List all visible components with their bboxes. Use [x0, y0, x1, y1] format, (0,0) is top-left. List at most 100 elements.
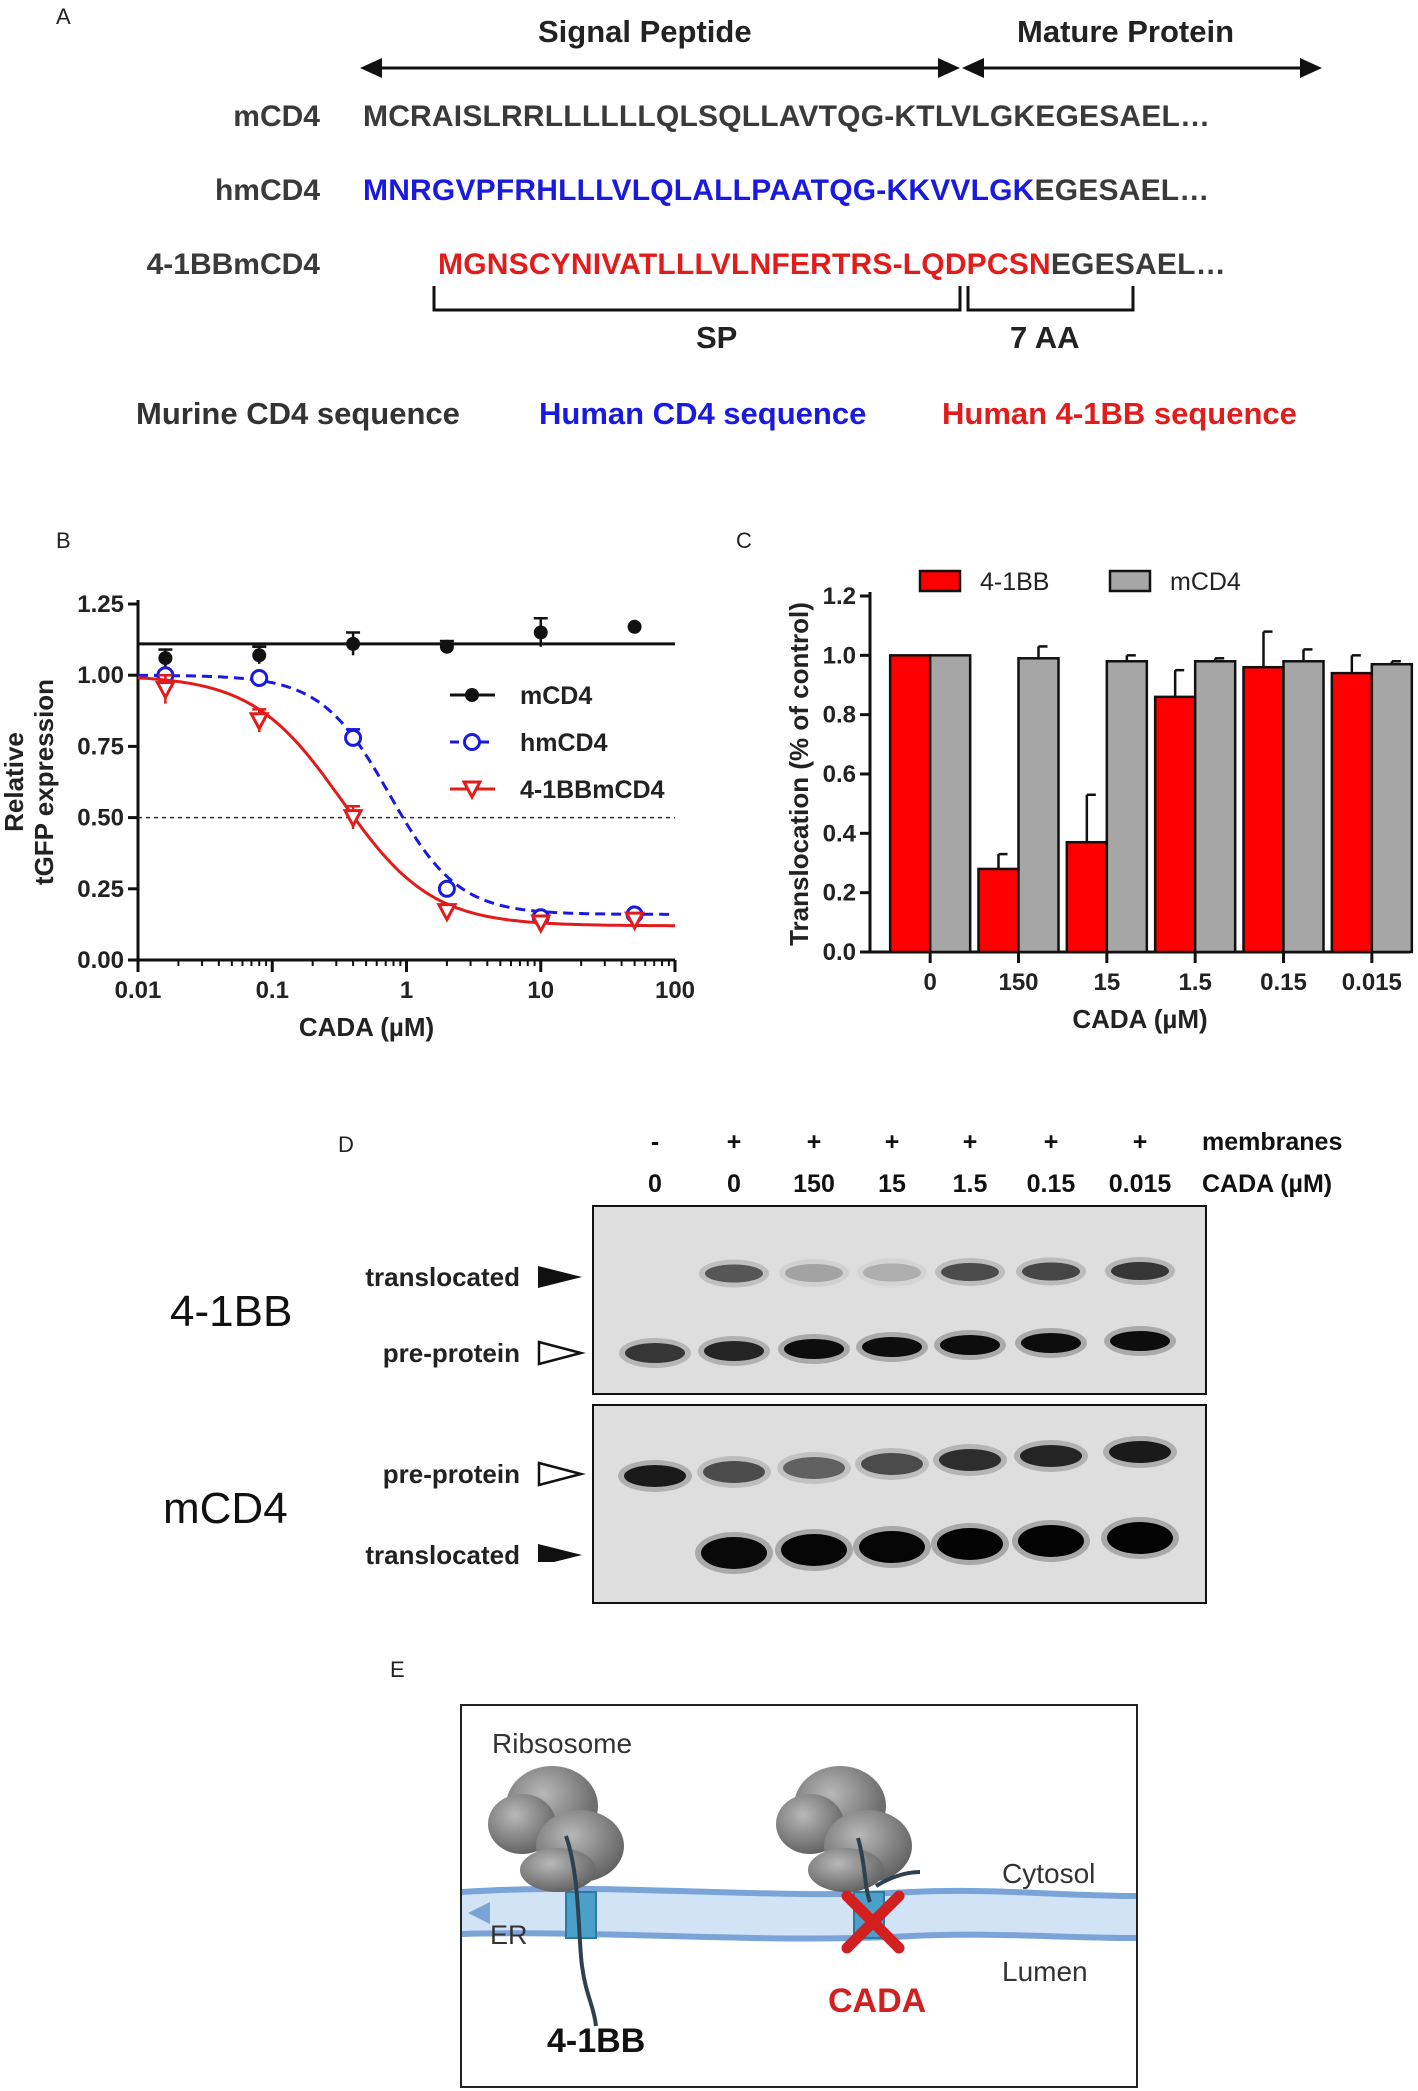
data-point: [154, 680, 176, 701]
gel-band: [625, 1343, 685, 1363]
bar: [977, 867, 1020, 954]
y-tick-label: 0.0: [823, 939, 856, 966]
gel-band-halo: [618, 1460, 692, 1492]
open-arrowhead-icon: [537, 1340, 586, 1366]
x-tick-label: 1: [400, 977, 413, 1004]
data-point: [461, 780, 483, 801]
y-tick-label: 1.2: [823, 583, 856, 610]
panel-d-label: D: [338, 1132, 354, 1157]
cytosol-label: Cytosol: [1002, 1858, 1096, 1889]
x-tick-label: 100: [655, 977, 695, 1004]
legend-entry: 4-1BB: [918, 568, 1049, 596]
legend-entry: mCD4: [450, 682, 592, 710]
y-tick-label: 0.50: [77, 805, 124, 832]
gel-band: [1109, 1441, 1171, 1463]
top-band-translocated-label: translocated: [365, 1262, 520, 1292]
membrane-indicator: +: [1043, 1128, 1059, 1156]
y-tick-label: 0.4: [823, 820, 857, 847]
gel-band: [863, 1263, 921, 1282]
legend-entry: hmCD4: [450, 729, 608, 757]
data-point: [533, 625, 548, 640]
sequence-segment: MNRGVPFRHLLLVLQLALLPAATQG-KKVVLGK: [363, 174, 1035, 207]
sequence-segment: EGESAEL…: [1050, 248, 1226, 281]
ribosome-left-icon: [488, 1766, 624, 1892]
x-tick-label: 0.15: [1260, 969, 1307, 996]
x-tick-label: 0: [923, 969, 936, 996]
cada-concentration: 0.015: [1108, 1170, 1172, 1198]
bar: [1242, 665, 1285, 954]
sequence-0: MCRAISLRRLLLLLLQLSQLLAVTQG-KTLVLGKEGESAE…: [363, 100, 1210, 134]
mature-protein-header: Mature Protein: [1017, 14, 1235, 49]
data-point: [250, 669, 269, 688]
blot-mcd4: [592, 1404, 1207, 1604]
legend-label: hmCD4: [520, 729, 608, 757]
gel-band-halo: [778, 1334, 850, 1364]
bar: [928, 654, 972, 954]
lumen-label: Lumen: [1002, 1956, 1088, 1987]
sequence-2: MGNSCYNIVATLLLVLNFERTRS-LQDPCSNEGESAEL…: [438, 248, 1226, 282]
blot-41bb: [592, 1205, 1207, 1395]
x-axis-label: CADA (µM): [299, 1012, 434, 1042]
sequence-1: MNRGVPFRHLLLVLQLALLPAATQG-KKVVLGKEGESAEL…: [363, 174, 1210, 208]
legend-human-cd4: Human CD4 sequence: [539, 396, 867, 431]
data-point: [248, 712, 270, 732]
panel-e-label: E: [390, 1657, 405, 1682]
top-band-preprotein-label: pre-protein: [382, 1338, 520, 1368]
gel-band-halo: [775, 1529, 853, 1571]
bar: [888, 654, 932, 954]
membrane-indicator: +: [806, 1128, 822, 1156]
gel-band: [624, 1465, 686, 1487]
gel-band-halo: [695, 1532, 773, 1574]
y-tick-label: 0.25: [77, 876, 124, 903]
gel-band-halo: [1012, 1520, 1090, 1562]
gel-band: [861, 1453, 923, 1475]
gel-band-halo: [1014, 1440, 1088, 1472]
gel-band-halo: [1104, 1326, 1176, 1356]
bar: [1017, 657, 1060, 954]
gel-band: [1020, 1445, 1082, 1467]
sequence-segment: MGNSCYNIVATLLLVLNFERTRS-LQDPCSN: [438, 248, 1051, 281]
x-tick-label: 10: [527, 977, 554, 1004]
cada-concentration: 0.15: [1026, 1170, 1076, 1198]
gel-band: [940, 1335, 1000, 1355]
gel-band-halo: [1101, 1517, 1179, 1559]
gel-band: [941, 1263, 999, 1281]
data-point: [465, 688, 479, 702]
membrane-indicator: +: [962, 1128, 978, 1156]
sp-label: SP: [696, 320, 738, 355]
data-point: [624, 911, 646, 932]
blot-mcd4-name: mCD4: [163, 1484, 288, 1533]
gel-band-halo: [935, 1258, 1005, 1286]
panel-a-label: A: [56, 4, 71, 29]
er-label: ER: [490, 1920, 528, 1950]
signal-peptide-header: Signal Peptide: [538, 14, 752, 49]
y-tick-label: 0.75: [77, 733, 124, 760]
gel-band: [1018, 1525, 1084, 1557]
panel-a-header-arrows: [360, 58, 1322, 78]
bar: [1065, 840, 1109, 954]
blot-41bb-name: 4-1BB: [170, 1287, 293, 1336]
membrane-indicator: +: [884, 1128, 900, 1156]
bar: [1153, 695, 1197, 954]
gel-band-halo: [933, 1444, 1007, 1476]
gel-band: [781, 1534, 847, 1566]
legend-label: mCD4: [1170, 568, 1241, 596]
translocation-schematic: Ribsosome ER Cytosol Lumen 4-1BB CADA: [460, 1704, 1138, 2088]
gel-band-halo: [777, 1452, 851, 1484]
legend-entry: 4-1BBmCD4: [450, 776, 665, 804]
left-arrow-icon: [468, 1902, 490, 1924]
fit-curve: [138, 673, 675, 916]
gel-band-halo: [934, 1330, 1006, 1360]
membrane-indicator: +: [726, 1128, 742, 1156]
gel-band-halo: [1105, 1257, 1175, 1285]
gel-band: [939, 1449, 1001, 1471]
legend-label: mCD4: [520, 682, 592, 710]
data-point: [437, 879, 456, 898]
bar: [1193, 660, 1237, 954]
sequence-name-0: mCD4: [233, 100, 320, 133]
gel-band: [1111, 1262, 1169, 1280]
legend-entry: mCD4: [1108, 568, 1241, 596]
gel-band: [705, 1264, 763, 1283]
gel-band-halo: [699, 1259, 769, 1288]
y-tick-label: 1.25: [77, 591, 124, 618]
